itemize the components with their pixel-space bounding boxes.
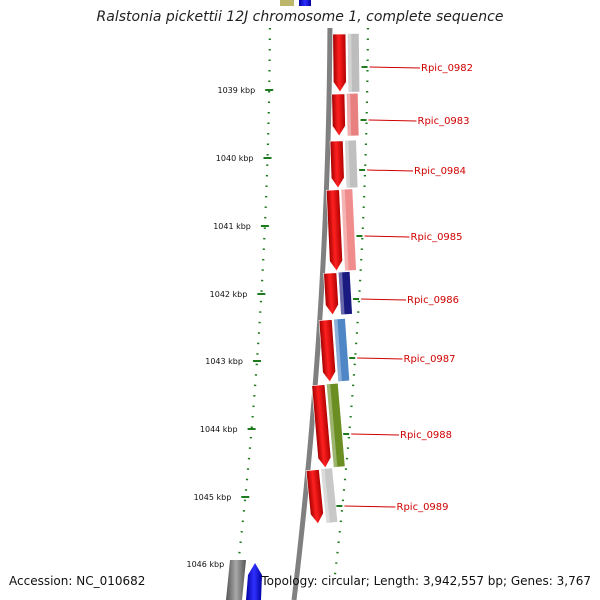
cog-bar-highlight <box>333 319 342 382</box>
ruler-tick-label: 1044 kbp <box>200 425 238 434</box>
gene-label[interactable]: Rpic_0984 <box>414 166 466 177</box>
gene-feature[interactable] <box>305 468 338 525</box>
cog-category-bar <box>321 468 338 524</box>
ruler-tick-label: 1042 kbp <box>210 290 248 299</box>
ruler-tick-label: 1041 kbp <box>213 222 251 231</box>
gene-label-leader <box>344 505 396 508</box>
cog-bar-highlight <box>341 189 349 271</box>
ruler-layer: 1039 kbp 1040 kbp 1041 kbp 1042 kbp 1043 kbp… <box>186 86 274 569</box>
gene-arrow[interactable] <box>305 469 324 525</box>
cog-category-bar <box>333 318 350 382</box>
gene-feature[interactable] <box>311 383 345 469</box>
gene-label-leader <box>367 169 414 172</box>
gene-label[interactable]: Rpic_0985 <box>411 232 463 243</box>
ruler-tick-label: 1043 kbp <box>205 357 243 366</box>
gene-label-leader <box>364 235 410 238</box>
gene-feature[interactable] <box>326 189 357 272</box>
cog-bar-highlight <box>321 468 330 524</box>
partial-gene-bottom-grey[interactable] <box>226 560 246 600</box>
topology-text: Topology: circular; Length: 3,942,557 bp… <box>261 574 591 588</box>
partial-gene-top-olive[interactable] <box>280 0 294 6</box>
cog-bar-highlight <box>346 93 352 136</box>
cog-bar-highlight <box>345 140 351 188</box>
ruler-tick-label: 1040 kbp <box>216 154 254 163</box>
gene-arrow[interactable] <box>326 189 343 272</box>
gene-arrow[interactable] <box>329 140 345 189</box>
gene-label-leader <box>351 433 400 436</box>
gene-arrow[interactable] <box>323 272 339 316</box>
cog-bar-highlight <box>338 272 345 315</box>
map-title: Ralstonia pickettii 12J chromosome 1, co… <box>96 9 504 25</box>
gene-label[interactable]: Rpic_0987 <box>404 354 456 365</box>
partial-gene-top-blue[interactable] <box>299 0 311 6</box>
gene-label[interactable]: Rpic_0982 <box>421 63 473 74</box>
gene-label-leader <box>357 357 403 360</box>
gene-feature[interactable] <box>323 271 353 316</box>
partial-gene-bottom-blue[interactable] <box>246 563 262 600</box>
gene-arrow[interactable] <box>331 93 346 137</box>
gene-label-leader <box>361 298 407 301</box>
sequence-backbone <box>291 27 333 600</box>
ruler-tick-label: 1045 kbp <box>194 493 232 502</box>
backbone-layer <box>232 27 370 600</box>
gene-label[interactable]: Rpic_0989 <box>397 502 449 513</box>
ruler-tick-label: 1039 kbp <box>217 86 255 95</box>
cog-category-bar <box>347 33 360 92</box>
gene-layer <box>226 0 360 600</box>
cog-category-bar <box>345 140 358 188</box>
gene-feature[interactable] <box>331 93 359 137</box>
gene-feature[interactable] <box>332 33 360 93</box>
gene-feature[interactable] <box>318 318 350 383</box>
gene-label[interactable]: Rpic_0983 <box>418 116 470 127</box>
gene-arrow[interactable] <box>311 384 332 469</box>
gene-arrow[interactable] <box>332 33 347 93</box>
cog-category-bar <box>346 93 359 136</box>
gene-label[interactable]: Rpic_0988 <box>400 430 452 441</box>
cog-bar-highlight <box>326 384 338 468</box>
label-layer: Rpic_0982 Rpic_0983 Rpic_0984 Rpic_0985 Rpic… <box>336 63 473 513</box>
ruler-tick-label: 1046 kbp <box>186 560 224 569</box>
cog-bar-highlight <box>347 33 352 92</box>
gene-label[interactable]: Rpic_0986 <box>407 295 459 306</box>
gene-label-leader <box>368 119 417 122</box>
cog-category-bar <box>338 271 353 315</box>
cog-category-bar <box>326 383 345 468</box>
accession-text: Accession: NC_010682 <box>9 574 146 588</box>
gene-arrow[interactable] <box>318 319 336 383</box>
inner-dotted-guide <box>232 27 272 600</box>
gene-label-leader <box>369 66 421 69</box>
cog-category-bar <box>341 189 357 271</box>
gene-feature[interactable] <box>329 140 358 189</box>
